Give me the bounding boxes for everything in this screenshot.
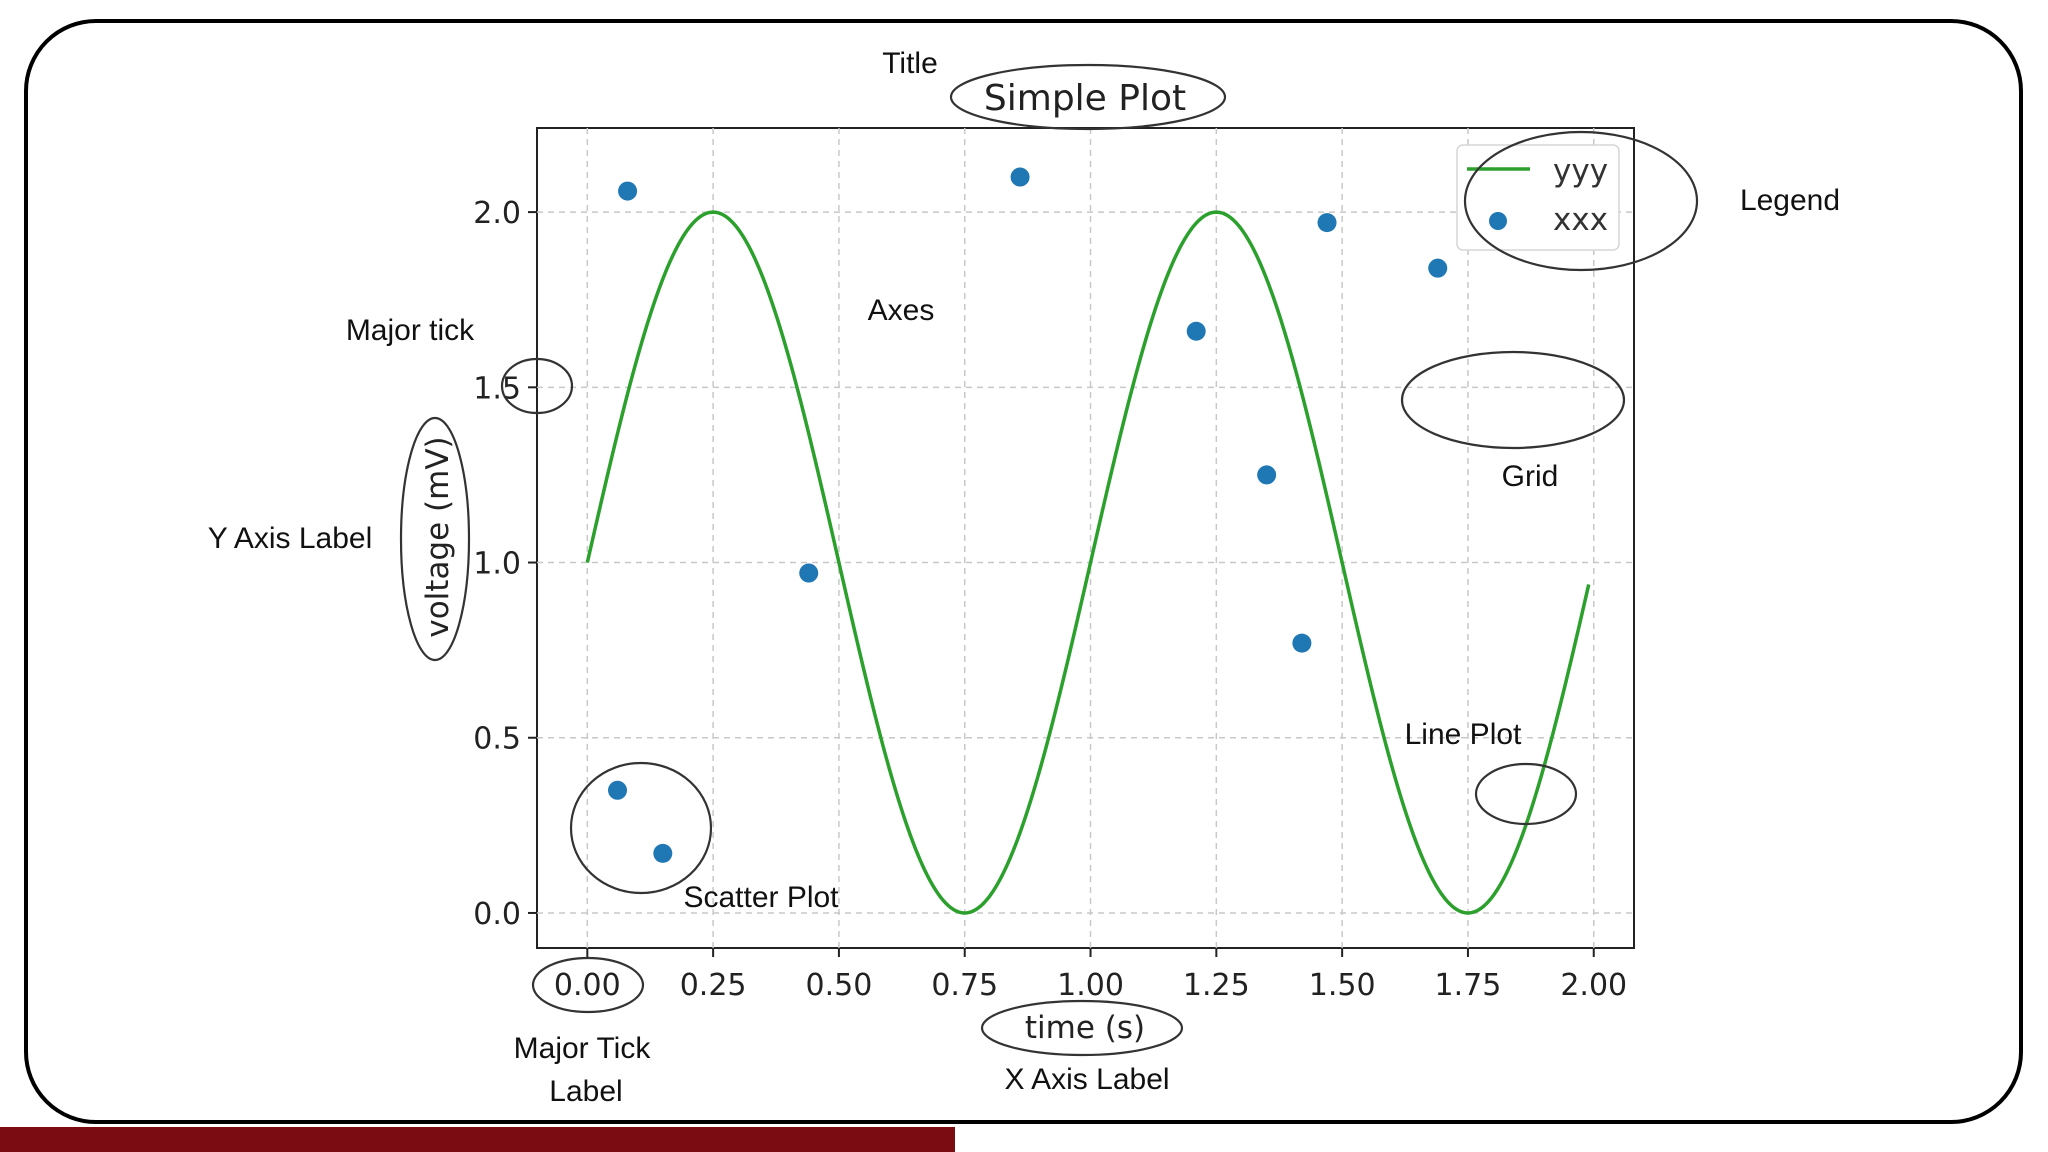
bottom-accent-bar xyxy=(0,1127,955,1152)
y-tick-label: 0.0 xyxy=(473,897,521,932)
scatter-point-xxx xyxy=(1186,321,1206,341)
scatter-point-xxx xyxy=(1428,258,1448,278)
ticks: 0.00 0.25 0.50 0.75 1.00 1.25 1.50 1.75 2.00 0.0 0… xyxy=(473,196,1627,1003)
grid xyxy=(537,128,1634,948)
annotation-grid-oval xyxy=(1400,350,1626,450)
x-tick-label: 0.25 xyxy=(680,968,747,1003)
annotation-major-tick-label-oval xyxy=(531,956,645,1014)
scatter-point-xxx xyxy=(608,780,628,800)
scatter-point-xxx xyxy=(653,843,673,863)
x-tick-label: 0.50 xyxy=(806,968,873,1003)
legend-scatter-swatch xyxy=(1489,212,1507,230)
scatter-point-xxx xyxy=(1292,633,1312,653)
annotation-y-axis-label: Y Axis Label xyxy=(208,522,373,555)
scatter-point-xxx xyxy=(799,563,819,583)
annotation-title-oval xyxy=(949,63,1227,131)
x-tick-label: 1.50 xyxy=(1309,968,1376,1003)
x-axis-label: time (s) xyxy=(1025,1010,1145,1046)
y-tick-label: 0.5 xyxy=(473,722,521,757)
x-tick-label: 1.75 xyxy=(1435,968,1502,1003)
annotation-major-tick-label-line1: Major Tick xyxy=(514,1032,652,1065)
scatter-point-xxx xyxy=(1257,465,1277,485)
chart-title: Simple Plot xyxy=(984,78,1186,119)
annotation-title: Title xyxy=(882,47,938,80)
scatter-point-xxx xyxy=(1010,167,1030,187)
legend: yyy xxx xyxy=(1456,144,1620,251)
x-tick-label: 1.25 xyxy=(1183,968,1250,1003)
annotation-x-axis-label-oval xyxy=(980,999,1184,1057)
annotation-major-tick: Major tick xyxy=(346,314,475,347)
scatter-point-xxx xyxy=(618,181,638,201)
line-series-yyy xyxy=(585,210,1591,915)
annotation-legend-oval xyxy=(1463,130,1699,272)
series xyxy=(585,167,1591,915)
annotation-axes: Axes xyxy=(868,294,935,327)
x-tick-label: 1.00 xyxy=(1057,968,1124,1003)
annotation-line-plot: Line Plot xyxy=(1405,718,1522,751)
annotation-scatter-plot-oval xyxy=(569,761,713,895)
x-tick-label: 0.75 xyxy=(931,968,998,1003)
y-tick-label: 1.5 xyxy=(473,371,521,406)
legend-label-xxx: xxx xyxy=(1553,202,1608,238)
annotation-line-plot-oval xyxy=(1474,762,1578,826)
x-tick-label: 2.00 xyxy=(1560,968,1627,1003)
y-axis-label: voltage (mV) xyxy=(420,436,456,637)
y-tick-label: 2.0 xyxy=(473,196,521,231)
legend-label-yyy: yyy xyxy=(1553,153,1608,189)
plot-area xyxy=(536,127,1635,949)
annotation-major-tick-label-line2: Label xyxy=(549,1075,622,1108)
scatter-point-xxx xyxy=(1317,213,1337,233)
annotation-x-axis-label: X Axis Label xyxy=(1004,1063,1169,1096)
x-tick-label: 0.00 xyxy=(554,968,621,1003)
annotation-legend: Legend xyxy=(1740,184,1840,217)
y-tick-label: 1.0 xyxy=(473,547,521,582)
annotation-major-tick-oval xyxy=(500,357,574,415)
annotation-y-axis-label-oval xyxy=(399,416,471,662)
annotation-grid: Grid xyxy=(1502,460,1559,493)
annotation-scatter-plot: Scatter Plot xyxy=(683,881,839,914)
annotations: Title Legend Axes Major tick Grid Y Axis… xyxy=(208,47,1840,1108)
